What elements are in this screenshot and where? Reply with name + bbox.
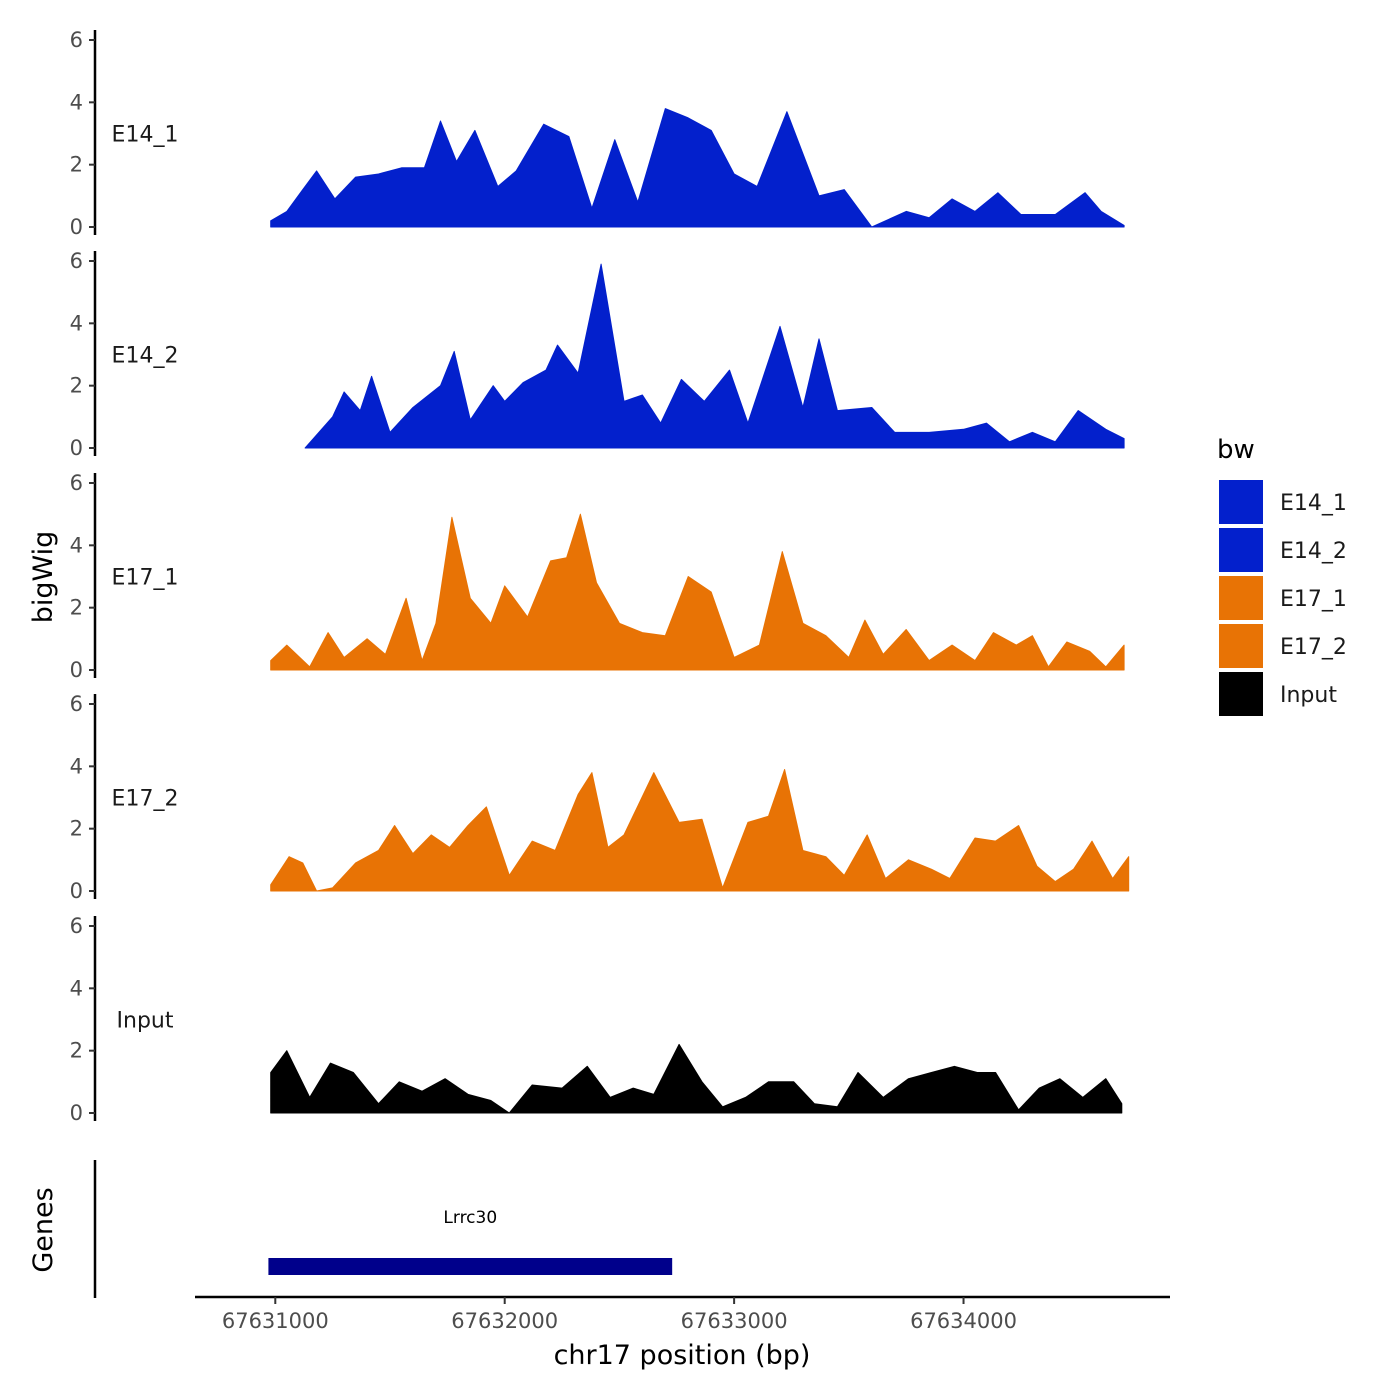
legend-label-Input: Input [1280,683,1337,708]
gene-body-Lrrc30 [268,1258,673,1275]
track-label-E17_2: E17_2 [112,787,179,812]
y-tick-label: 4 [70,311,83,335]
track-E14_1: 0 2 4 6 E14_1 [70,28,1125,239]
x-tick-label: 67634000 [910,1309,1017,1333]
x-tick-label: 67632000 [451,1309,558,1333]
y-tick-label: 2 [70,153,83,177]
area-E14_1 [270,108,1125,228]
genes-axis-title: Genes [28,1187,59,1272]
y-tick-label: 2 [70,596,83,620]
legend-label-E17_1: E17_1 [1280,587,1347,612]
track-label-E17_1: E17_1 [112,566,179,591]
y-axis-title: bigWig [28,531,59,624]
legend-swatch-E14_2 [1219,528,1263,572]
y-tick-label: 0 [70,215,83,239]
legend-swatch-Input [1219,672,1263,716]
x-axis-title: chr17 position (bp) [554,1340,811,1371]
y-tick-label: 2 [70,1039,83,1063]
y-tick-label: 4 [70,90,83,114]
legend-label-E14_1: E14_1 [1280,491,1347,516]
track-label-E14_1: E14_1 [112,123,179,148]
track-E17_1: 0 2 4 6 E17_1 [70,471,1125,682]
x-tick-label: 67631000 [222,1309,329,1333]
y-tick-label: 0 [70,879,83,903]
x-tick-label: 67633000 [681,1309,788,1333]
track-Input: 0 2 4 6 Input [70,914,1123,1125]
y-tick-label: 6 [70,692,83,716]
tracks-group: 0 2 4 6 E14_1 0 2 4 6 E14_2 0 2 4 6 E17_1 0 2 4 6 E17_2 0 2 4 6… [70,28,1130,1125]
legend-label-E14_2: E14_2 [1280,539,1347,564]
track-E17_2: 0 2 4 6 E17_2 [70,692,1130,903]
y-tick-label: 6 [70,28,83,52]
y-tick-label: 2 [70,374,83,398]
y-tick-label: 6 [70,249,83,273]
legend-swatch-E14_1 [1219,480,1263,524]
y-tick-label: 0 [70,1101,83,1125]
track-E14_2: 0 2 4 6 E14_2 [70,249,1125,460]
area-Input [270,1043,1123,1114]
legend: E14_1 E14_2 E17_1 E17_2 Input [1219,480,1347,716]
legend-swatch-E17_2 [1219,624,1263,668]
area-E14_2 [304,263,1125,449]
legend-swatch-E17_1 [1219,576,1263,620]
track-label-E14_2: E14_2 [112,344,179,369]
track-label-Input: Input [117,1009,174,1034]
legend-label-E17_2: E17_2 [1280,635,1347,660]
area-E17_2 [270,769,1130,892]
y-tick-label: 4 [70,754,83,778]
y-tick-label: 4 [70,976,83,1000]
y-tick-label: 6 [70,914,83,938]
area-E17_1 [270,513,1125,671]
y-tick-label: 0 [70,658,83,682]
y-tick-label: 6 [70,471,83,495]
x-axis: 67631000 67632000 67633000 67634000 [195,1295,1170,1333]
y-tick-label: 2 [70,817,83,841]
legend-title: bw [1217,435,1255,465]
y-tick-label: 0 [70,436,83,460]
genes-panel: Lrrc30 [93,1160,673,1298]
gene-label-Lrrc30: Lrrc30 [443,1208,497,1228]
y-tick-label: 4 [70,533,83,557]
